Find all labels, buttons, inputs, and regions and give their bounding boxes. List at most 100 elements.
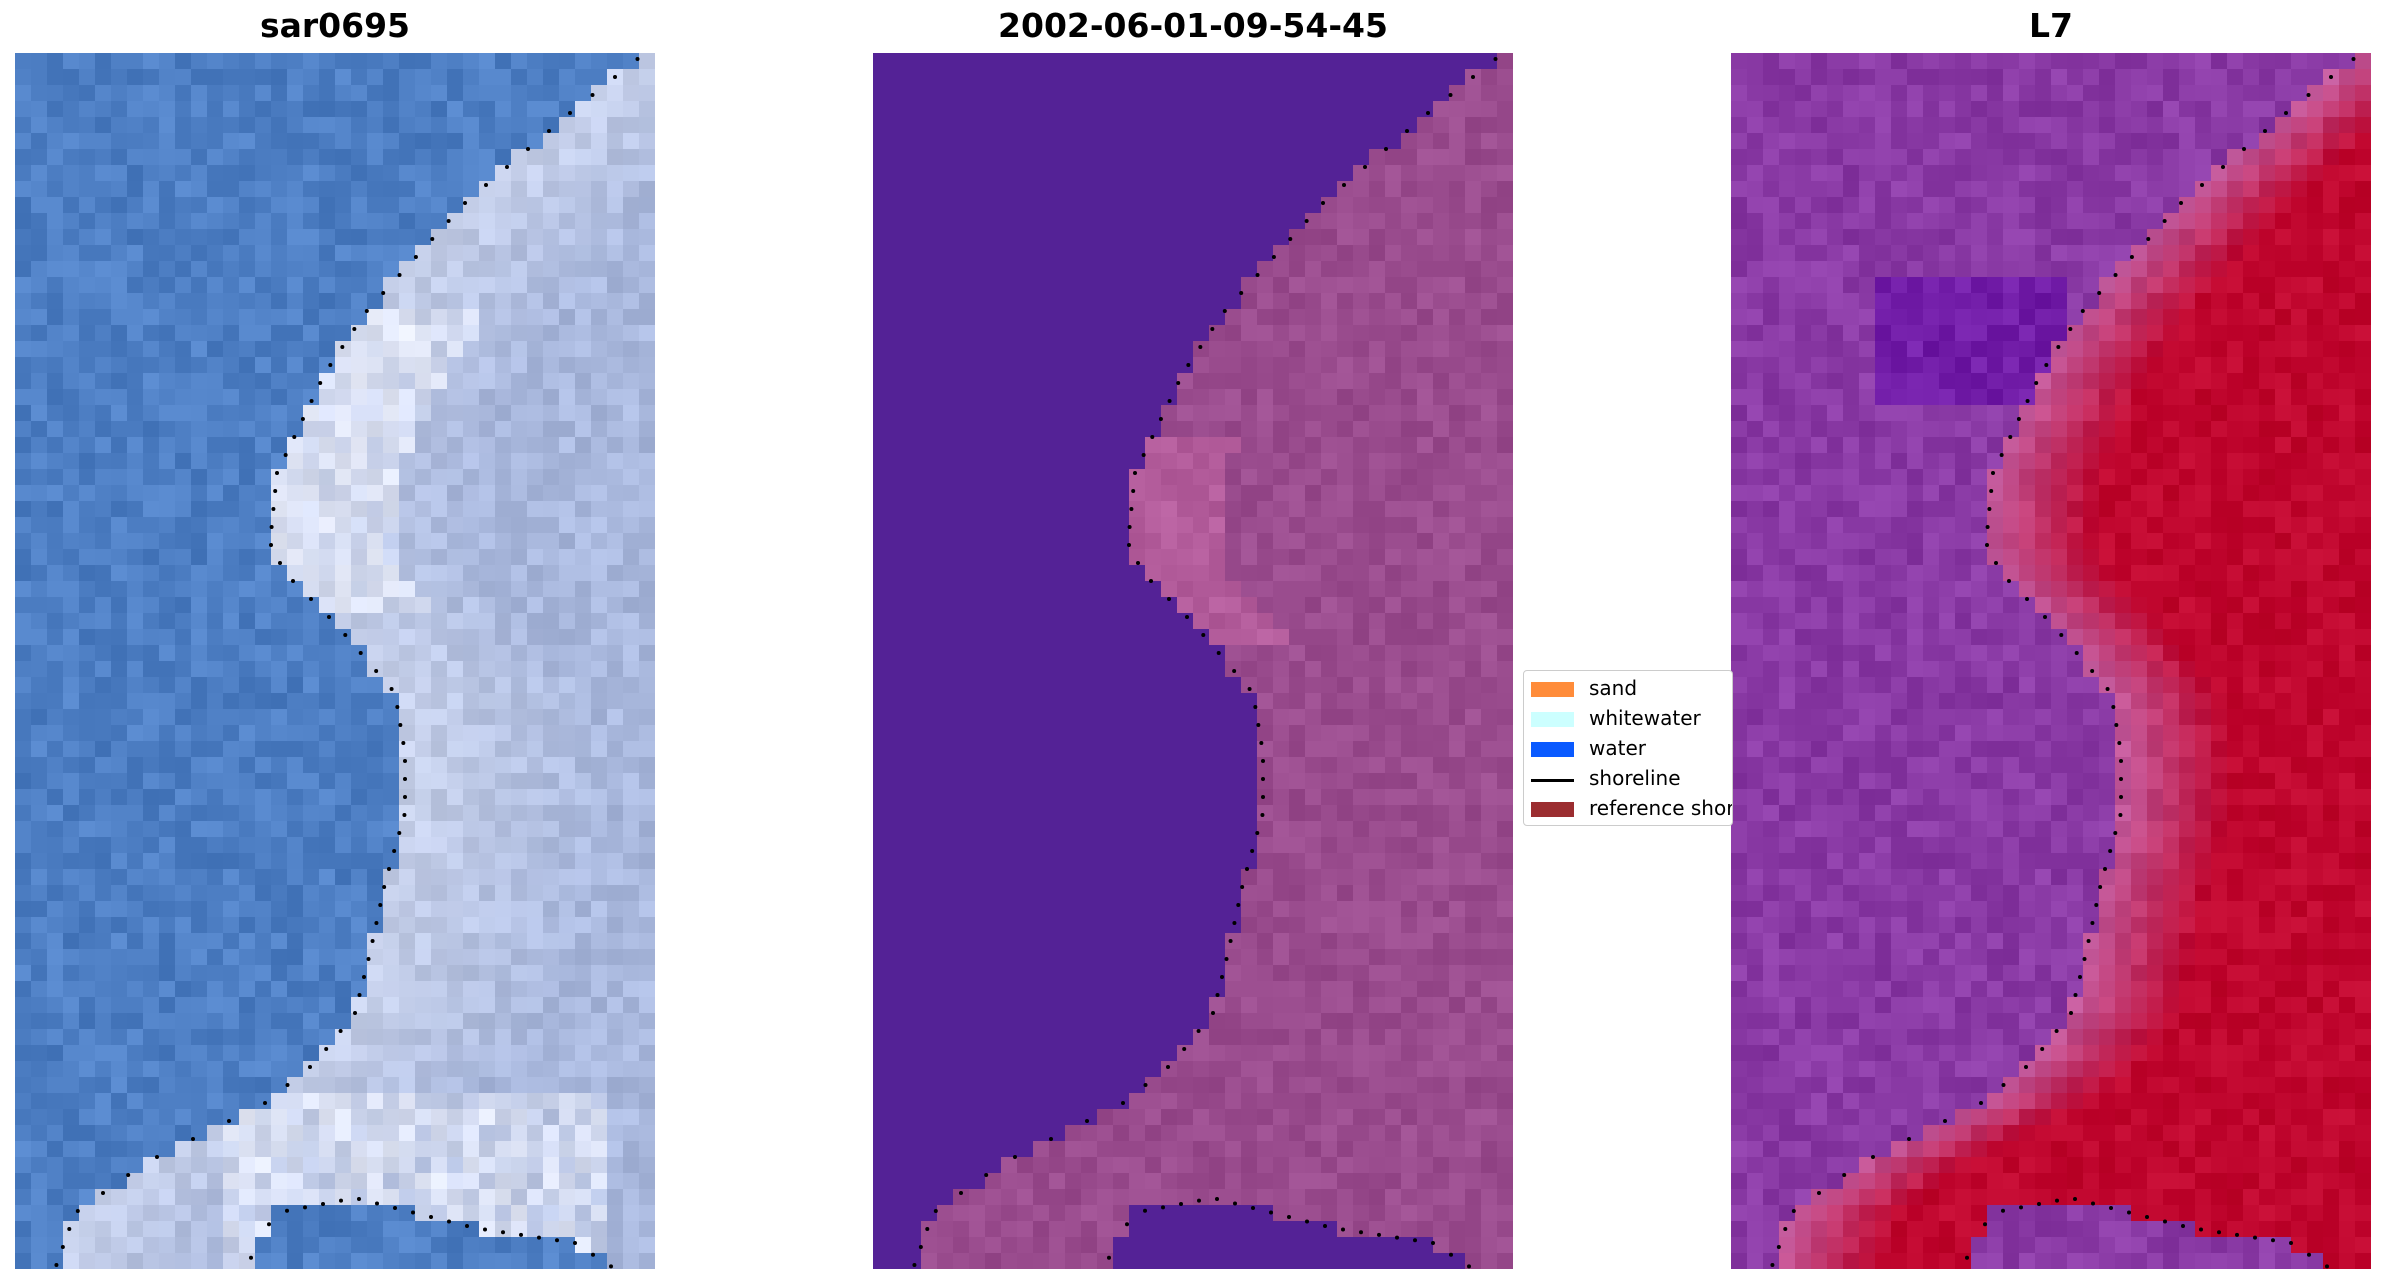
image-pixel — [271, 1125, 288, 1142]
image-pixel — [639, 965, 655, 982]
image-pixel — [1449, 293, 1466, 310]
image-pixel — [969, 677, 986, 694]
image-pixel — [495, 373, 512, 390]
image-pixel — [1433, 677, 1450, 694]
image-pixel — [303, 741, 320, 758]
image-pixel — [47, 1029, 64, 1046]
image-pixel — [1113, 197, 1130, 214]
image-pixel — [1337, 725, 1354, 742]
image-pixel — [143, 1189, 160, 1206]
image-pixel — [111, 389, 128, 406]
image-pixel — [351, 741, 368, 758]
image-pixel — [1497, 293, 1513, 310]
image-pixel — [889, 517, 906, 534]
image-pixel — [1097, 549, 1114, 566]
image-pixel — [1481, 373, 1498, 390]
image-pixel — [239, 853, 256, 870]
image-pixel — [575, 789, 592, 806]
image-pixel — [1225, 149, 1242, 166]
image-pixel — [1161, 709, 1178, 726]
image-pixel — [479, 1061, 496, 1078]
image-pixel — [1321, 245, 1338, 262]
image-pixel — [399, 389, 416, 406]
image-pixel — [623, 645, 640, 662]
image-pixel — [1449, 661, 1466, 678]
image-pixel — [191, 1205, 208, 1222]
image-pixel — [159, 117, 176, 134]
image-pixel — [1305, 181, 1322, 198]
image-pixel — [1385, 133, 1402, 150]
image-pixel — [223, 885, 240, 902]
image-pixel — [1449, 485, 1466, 502]
image-pixel — [223, 565, 240, 582]
image-pixel — [399, 821, 416, 838]
image-pixel — [1321, 613, 1338, 630]
image-pixel — [303, 997, 320, 1014]
image-pixel — [271, 245, 288, 262]
image-pixel — [1401, 357, 1418, 374]
image-pixel — [921, 549, 938, 566]
image-pixel — [1321, 101, 1338, 118]
image-pixel — [271, 1221, 288, 1238]
shoreline-dot — [283, 453, 288, 457]
image-pixel — [969, 69, 986, 86]
image-pixel — [383, 1077, 400, 1094]
image-pixel — [255, 1029, 272, 1046]
image-pixel — [1257, 421, 1274, 438]
image-pixel — [287, 725, 304, 742]
image-pixel — [319, 661, 336, 678]
image-pixel — [1385, 117, 1402, 134]
image-pixel — [207, 133, 224, 150]
image-pixel — [1481, 405, 1498, 422]
image-pixel — [47, 389, 64, 406]
image-pixel — [207, 821, 224, 838]
image-pixel — [335, 917, 352, 934]
image-pixel — [1449, 117, 1466, 134]
image-pixel — [255, 757, 272, 774]
image-pixel — [1433, 149, 1450, 166]
image-pixel — [303, 1109, 320, 1126]
image-pixel — [1273, 485, 1290, 502]
image-pixel — [383, 869, 400, 886]
image-pixel — [239, 1029, 256, 1046]
image-pixel — [1273, 165, 1290, 182]
image-pixel — [543, 421, 560, 438]
image-pixel — [47, 1237, 64, 1254]
image-pixel — [111, 565, 128, 582]
image-pixel — [1081, 517, 1098, 534]
image-pixel — [1209, 501, 1226, 518]
image-pixel — [127, 1253, 144, 1269]
image-pixel — [1097, 133, 1114, 150]
image-pixel — [1465, 213, 1482, 230]
image-pixel — [431, 597, 448, 614]
image-pixel — [1241, 69, 1258, 86]
image-pixel — [383, 437, 400, 454]
image-pixel — [207, 101, 224, 118]
image-pixel — [223, 389, 240, 406]
image-pixel — [79, 933, 96, 950]
image-pixel — [1497, 405, 1513, 422]
image-pixel — [1081, 293, 1098, 310]
image-pixel — [1401, 405, 1418, 422]
image-pixel — [383, 389, 400, 406]
image-pixel — [447, 85, 464, 102]
image-pixel — [271, 197, 288, 214]
image-pixel — [367, 485, 384, 502]
image-pixel — [559, 517, 576, 534]
image-pixel — [1305, 245, 1322, 262]
image-pixel — [143, 197, 160, 214]
image-pixel — [127, 1013, 144, 1030]
image-pixel — [1369, 309, 1386, 326]
image-pixel — [191, 1141, 208, 1158]
image-pixel — [447, 1029, 464, 1046]
image-pixel — [1161, 597, 1178, 614]
image-pixel — [591, 149, 608, 166]
image-pixel — [15, 1253, 32, 1269]
image-pixel — [31, 677, 48, 694]
image-pixel — [495, 981, 512, 998]
image-pixel — [255, 405, 272, 422]
image-pixel — [95, 1061, 112, 1078]
image-pixel — [1273, 613, 1290, 630]
image-pixel — [31, 453, 48, 470]
image-pixel — [447, 549, 464, 566]
